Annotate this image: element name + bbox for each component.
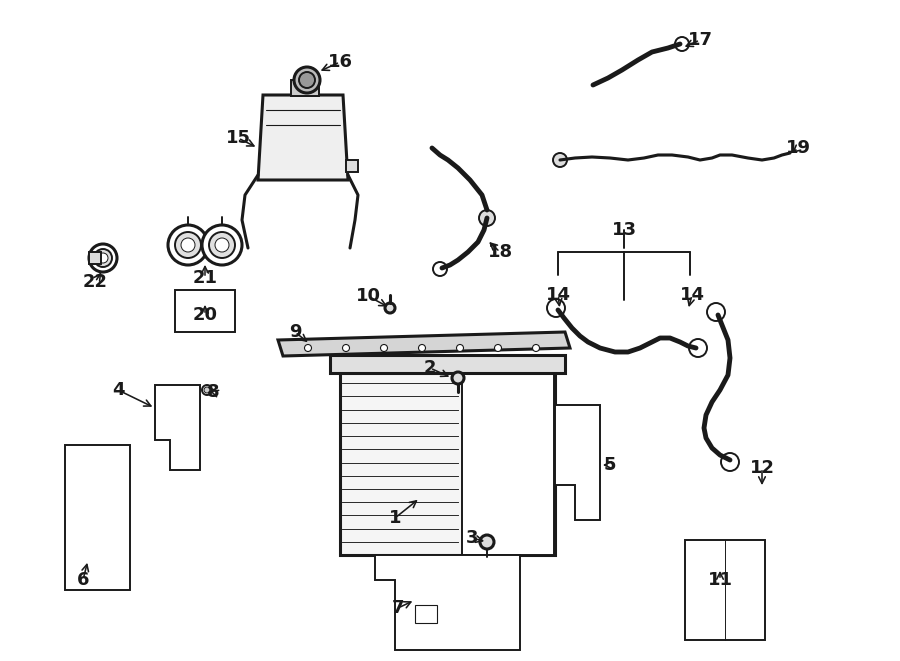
Text: 3: 3	[466, 529, 478, 547]
Bar	[415, 605, 437, 623]
Text: 7: 7	[392, 599, 404, 617]
Polygon shape	[278, 332, 570, 356]
Circle shape	[175, 232, 201, 258]
Circle shape	[553, 153, 567, 167]
Text: 15: 15	[226, 129, 250, 147]
Text: 8: 8	[207, 383, 220, 401]
Text: 14: 14	[545, 286, 571, 304]
Circle shape	[452, 372, 464, 384]
Bar	[89, 252, 101, 264]
Circle shape	[168, 225, 208, 265]
Circle shape	[204, 387, 210, 393]
Circle shape	[418, 344, 426, 352]
Circle shape	[94, 249, 112, 267]
Text: 18: 18	[488, 243, 513, 261]
Text: 19: 19	[786, 139, 811, 157]
Circle shape	[721, 453, 739, 471]
Text: 5: 5	[604, 456, 617, 474]
Text: 17: 17	[688, 31, 713, 49]
Text: 11: 11	[707, 571, 733, 589]
Text: 12: 12	[750, 459, 775, 477]
Text: 6: 6	[76, 571, 89, 589]
Bar	[340, 370, 555, 555]
Bar	[462, 370, 554, 555]
Circle shape	[181, 238, 195, 252]
Circle shape	[385, 303, 395, 313]
Circle shape	[202, 385, 212, 395]
Text: 22: 22	[83, 273, 107, 291]
Circle shape	[479, 210, 495, 226]
Text: 9: 9	[289, 323, 302, 341]
Text: 20: 20	[193, 306, 218, 324]
Circle shape	[89, 244, 117, 272]
Circle shape	[480, 535, 494, 549]
Text: 21: 21	[193, 269, 218, 287]
Circle shape	[215, 238, 229, 252]
Circle shape	[456, 344, 464, 352]
Text: 1: 1	[389, 509, 401, 527]
Circle shape	[433, 262, 447, 276]
Polygon shape	[155, 385, 200, 470]
Bar	[346, 160, 358, 172]
Polygon shape	[375, 555, 520, 650]
Circle shape	[299, 72, 315, 88]
Bar	[175, 290, 235, 332]
Text: 14: 14	[680, 286, 705, 304]
Circle shape	[675, 37, 689, 51]
Circle shape	[547, 299, 565, 317]
Text: 13: 13	[611, 221, 636, 239]
Polygon shape	[555, 405, 600, 520]
Text: 4: 4	[112, 381, 124, 399]
Circle shape	[533, 344, 539, 352]
Circle shape	[98, 253, 108, 263]
Text: 16: 16	[328, 53, 353, 71]
Bar	[685, 540, 765, 640]
Circle shape	[343, 344, 349, 352]
Circle shape	[294, 67, 320, 93]
Circle shape	[381, 344, 388, 352]
Text: 10: 10	[356, 287, 381, 305]
Bar	[330, 355, 565, 373]
Text: 2: 2	[424, 359, 436, 377]
Circle shape	[494, 344, 501, 352]
Circle shape	[707, 303, 725, 321]
Circle shape	[304, 344, 311, 352]
Circle shape	[202, 225, 242, 265]
Circle shape	[689, 339, 707, 357]
Circle shape	[209, 232, 235, 258]
Bar	[291, 80, 319, 96]
Bar	[65, 445, 130, 590]
Polygon shape	[258, 95, 348, 180]
